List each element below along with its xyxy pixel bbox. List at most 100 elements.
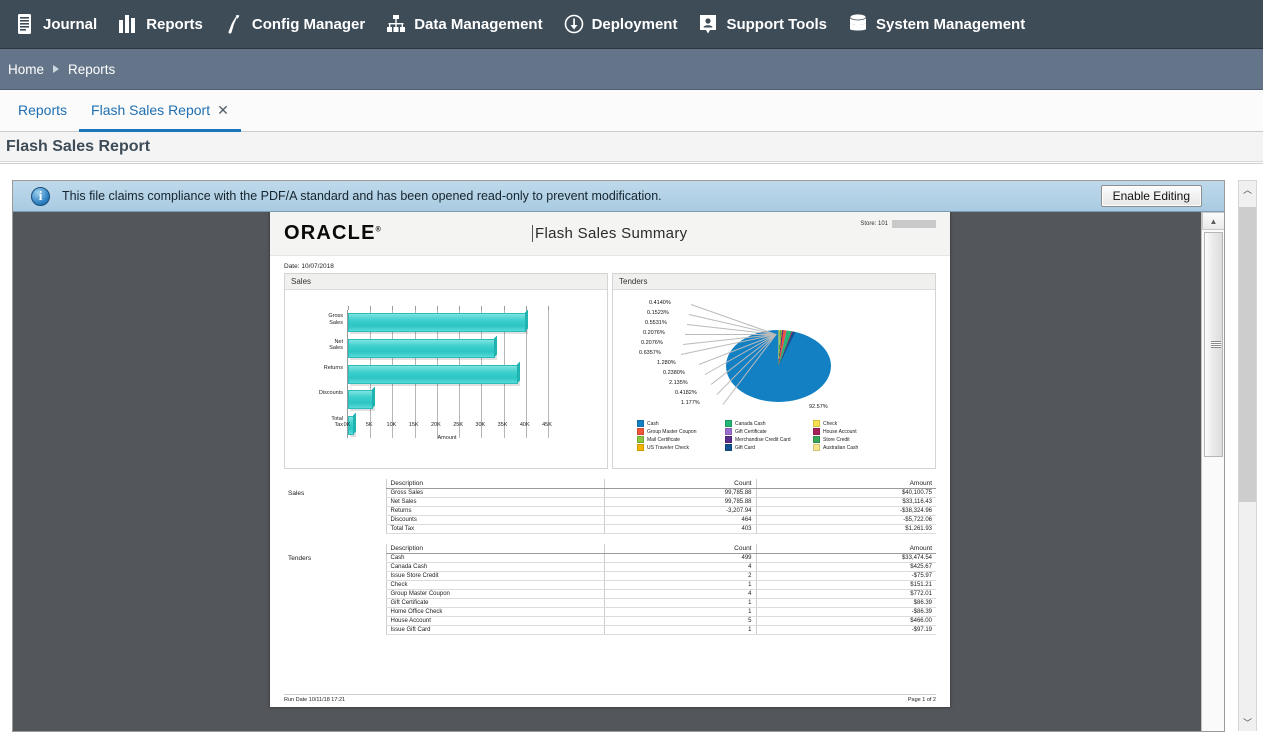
legend-label: Gift Certificate — [735, 428, 767, 435]
legend-item: Cash — [637, 420, 721, 427]
cell-amount: -$38,324.96 — [755, 506, 936, 516]
cell-amount: -$97.19 — [755, 625, 936, 635]
legend-swatch — [813, 444, 820, 451]
pdf-vertical-scrollbar[interactable]: ▲ — [1201, 212, 1224, 731]
person-card-icon — [697, 12, 719, 36]
cell-count: 403 — [603, 524, 756, 534]
cell-amount: $1,261.93 — [755, 524, 936, 534]
axis-tick — [503, 306, 505, 310]
report-date: Date: 10/07/2018 — [284, 263, 334, 270]
tenders-chart-body: Cash Canada Cash Check Group Master Coupon G… — [613, 290, 935, 468]
breadcrumb-item-reports[interactable]: Reports — [68, 61, 116, 77]
cell-description: Total Tax — [385, 524, 604, 534]
pie-value-label: 0.2076% — [643, 330, 665, 336]
pdf-page-area[interactable]: ORACLE® Flash Sales Summary Store: 101 D… — [13, 212, 1203, 731]
breadcrumb: Home Reports — [0, 49, 1263, 90]
table-row: Issue Store Credit 2 -$75.97 — [284, 571, 936, 581]
cell-count: 99,785.88 — [603, 488, 756, 498]
pdf-page: ORACLE® Flash Sales Summary Store: 101 D… — [270, 212, 950, 707]
page-title-bar: Flash Sales Report — [0, 132, 1263, 162]
axis-tick — [481, 306, 483, 310]
nav-item-deployment[interactable]: Deployment — [559, 0, 694, 49]
table-row: Returns -3,207.94 -$38,324.96 — [284, 506, 936, 516]
legend-item: Australian Cash — [813, 444, 897, 451]
x-axis-tick-label: 0K — [343, 422, 351, 428]
sales-header-amount: Amount — [755, 479, 936, 489]
bar-row: Returns — [324, 364, 547, 384]
cell-count: 1 — [603, 625, 756, 635]
page-scroll-up-button[interactable]: ︿ — [1242, 185, 1252, 195]
enable-editing-button[interactable]: Enable Editing — [1100, 185, 1202, 207]
pie-value-label: 0.6357% — [639, 350, 661, 356]
sales-chart-body: Gross Sales Net Sales Returns Discounts Total T… — [285, 290, 607, 468]
bar-row: Total Tax — [331, 415, 547, 435]
row-group-label: Sales — [288, 489, 305, 497]
page-scroll-down-button[interactable]: ﹀ — [1242, 718, 1252, 728]
sales-header-description: Description — [385, 479, 604, 489]
pie-leader-line — [685, 334, 776, 335]
tenders-pie-chart: Cash Canada Cash Check Group Master Coupon G… — [613, 290, 935, 468]
bar-category-label: Net Sales — [329, 338, 343, 352]
legend-label: House Account — [823, 428, 857, 435]
cell-amount: -$5,722.06 — [755, 515, 936, 525]
axis-tick — [370, 306, 372, 310]
legend-swatch — [813, 420, 820, 427]
nav-item-system-management[interactable]: System Management — [843, 0, 1041, 49]
pie-value-label: 1.177% — [681, 400, 700, 406]
cell-count: 4 — [603, 589, 756, 599]
x-axis-tick-label: 15K — [408, 422, 419, 428]
cell-count: 1 — [603, 580, 756, 590]
table-row: Group Master Coupon 4 $772.01 — [284, 589, 936, 599]
cell-count: 2 — [603, 571, 756, 581]
nav-item-reports[interactable]: Reports — [113, 0, 219, 49]
nav-item-journal[interactable]: Journal — [14, 0, 113, 49]
axis-tick — [548, 306, 549, 310]
pie-value-label: 2.135% — [669, 380, 688, 386]
nav-label-system-management: System Management — [876, 15, 1026, 33]
legend-swatch — [725, 420, 732, 427]
tab-flash-sales-report[interactable]: Flash Sales Report ✕ — [79, 102, 241, 132]
nav-item-data-management[interactable]: Data Management — [381, 0, 558, 49]
scroll-thumb-grip-icon — [1211, 341, 1221, 348]
pdf-scroll-thumb[interactable] — [1204, 232, 1223, 457]
hierarchy-icon — [385, 12, 407, 36]
legend-item: Check — [813, 420, 897, 427]
cell-amount: $33,116.43 — [755, 497, 936, 507]
page-scroll-thumb[interactable] — [1239, 207, 1256, 502]
cell-count: -3,207.94 — [603, 506, 756, 516]
cell-description: Gift Certificate — [385, 598, 604, 608]
sales-header-count: Count — [603, 479, 756, 489]
table-row: Discounts 464 -$5,722.06 — [284, 515, 936, 525]
pdf-scroll-up-button[interactable]: ▲ — [1202, 212, 1224, 230]
pdf-viewer: i This file claims compliance with the P… — [12, 180, 1225, 732]
tab-reports[interactable]: Reports — [6, 102, 79, 132]
table-row: House Account 5 $466.00 — [284, 616, 936, 626]
nav-item-support-tools[interactable]: Support Tools — [693, 0, 843, 49]
cell-count: 1 — [603, 598, 756, 608]
legend-label: Gift Card — [735, 444, 756, 451]
legend-label: Cash — [647, 420, 659, 427]
tenders-header-count: Count — [603, 544, 756, 554]
tenders-header-description: Description — [385, 544, 604, 554]
bar-row: Gross Sales — [328, 313, 547, 333]
breadcrumb-item-home[interactable]: Home — [8, 61, 45, 77]
close-icon[interactable]: ✕ — [217, 102, 229, 118]
axis-tick — [392, 306, 394, 310]
info-icon: i — [31, 186, 50, 206]
page-vertical-scrollbar[interactable]: ︿ ﹀ — [1238, 180, 1257, 731]
sales-table-block: Description Count Amount Sales Gross Sale… — [270, 479, 950, 534]
cell-count: 4 — [603, 562, 756, 572]
table-header-row: Description Count Amount — [284, 479, 936, 489]
cell-amount: $86.39 — [755, 598, 936, 608]
x-axis-tick-label: 5K — [365, 422, 373, 428]
legend-swatch — [813, 428, 820, 435]
tab-bar: Reports Flash Sales Report ✕ — [0, 90, 1263, 132]
legend-swatch — [637, 444, 644, 451]
legend-label: US Traveler Check — [647, 444, 689, 451]
cell-description: Home Office Check — [385, 607, 604, 617]
store-field: Store: 101 — [860, 220, 936, 228]
table-row: Tenders Cash 499 $33,474.54 — [284, 553, 936, 563]
registered-mark: ® — [375, 226, 383, 234]
nav-item-config-manager[interactable]: Config Manager — [219, 0, 381, 49]
chevron-right-icon — [53, 65, 60, 73]
